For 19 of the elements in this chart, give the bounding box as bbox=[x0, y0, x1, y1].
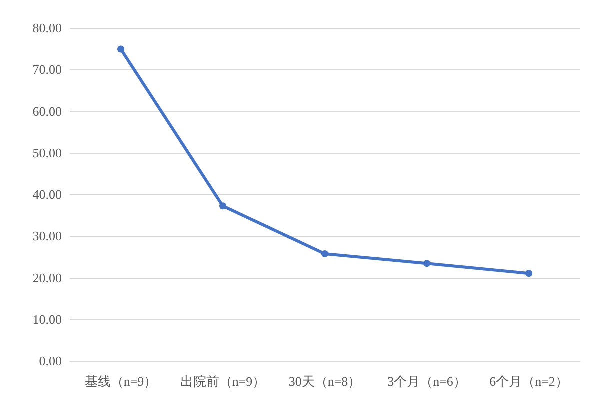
y-tick-label: 80.00 bbox=[32, 20, 62, 36]
point bbox=[118, 46, 124, 53]
x-tick-label: 3个月（n=6） bbox=[388, 374, 466, 389]
y-tick-label: 0.00 bbox=[39, 354, 62, 368]
point bbox=[322, 250, 328, 258]
x-tick-label: 6个月（n=2） bbox=[490, 374, 568, 389]
y-tick-label: 20.00 bbox=[32, 270, 62, 286]
y-tick-label: 30.00 bbox=[32, 228, 62, 244]
x-tick-label: 出院前（n=9） bbox=[180, 374, 266, 389]
y-tick-label: 40.00 bbox=[32, 187, 62, 202]
y-tick-label: 60.00 bbox=[32, 104, 62, 119]
point bbox=[526, 270, 532, 278]
y-tick-label: 10.00 bbox=[32, 312, 62, 327]
y-tick-label: 50.00 bbox=[32, 145, 62, 160]
point bbox=[424, 260, 430, 268]
x-tick-label: 基线（n=9） bbox=[84, 374, 158, 389]
point bbox=[220, 202, 226, 210]
x-tick-label: 30天（n=8） bbox=[288, 374, 362, 389]
y-tick-label: 70.00 bbox=[32, 62, 62, 78]
